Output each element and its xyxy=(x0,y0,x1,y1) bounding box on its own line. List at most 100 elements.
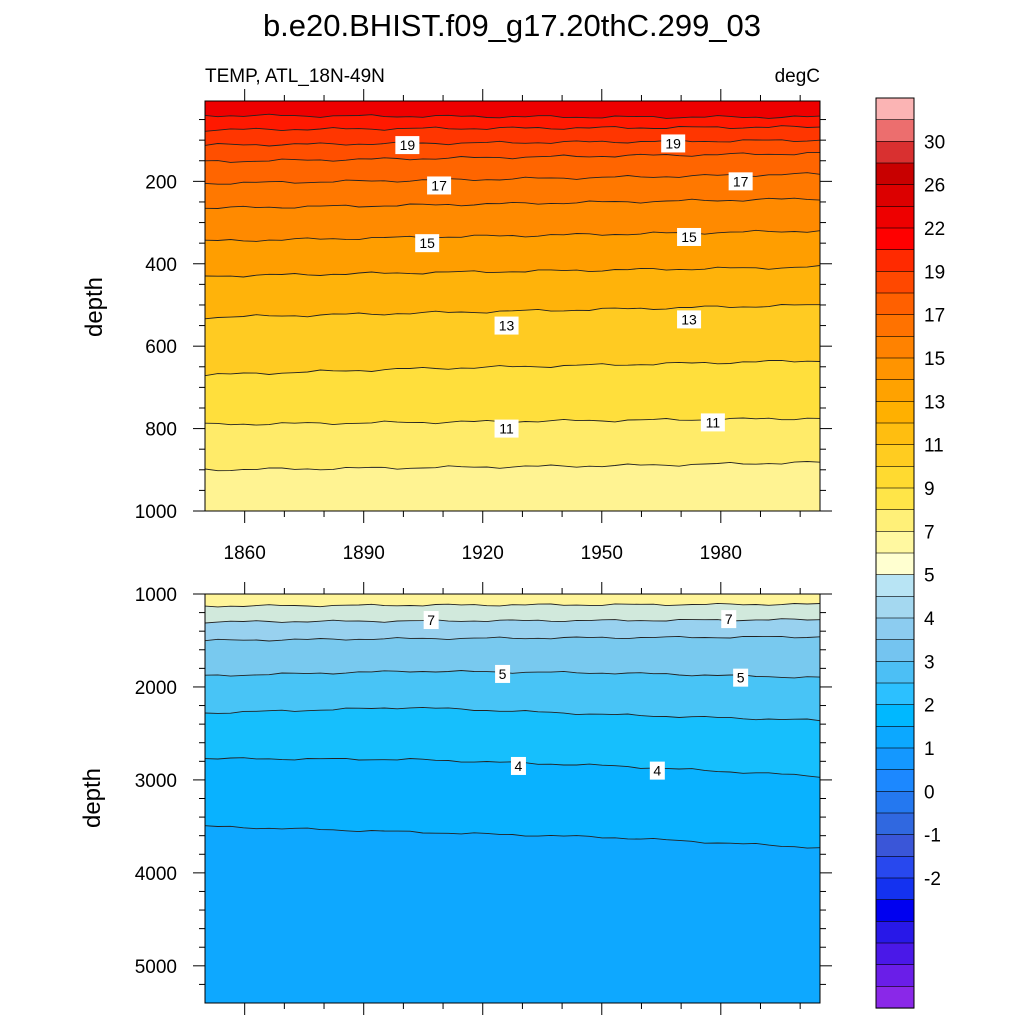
upper-contour-16 xyxy=(205,197,820,209)
colorbar-swatch xyxy=(875,509,915,532)
colorbar-swatch xyxy=(875,682,915,706)
lower-contour-4.5 xyxy=(205,706,820,722)
colorbar-tick-label: 5 xyxy=(924,566,935,587)
lower-contour-6 xyxy=(205,635,820,642)
upper-y-tick-label: 200 xyxy=(145,172,177,193)
lower-y-tick-label: 5000 xyxy=(135,957,177,978)
colorbar-swatch xyxy=(875,379,915,402)
x-tick-label: 1980 xyxy=(700,543,742,564)
colorbar-tick-label: 3 xyxy=(924,652,935,673)
lower-contour-label: 7 xyxy=(423,611,439,630)
colorbar-swatch xyxy=(875,552,915,576)
colorbar-swatch xyxy=(875,314,915,337)
upper-contour-label-text: 19 xyxy=(400,137,416,153)
upper-panel-title-left: TEMP, ATL_18N-49N xyxy=(205,66,385,87)
colorbar-swatch xyxy=(875,249,915,272)
lower-contour-label-text: 5 xyxy=(499,666,507,682)
lower-contour-label-text: 7 xyxy=(427,612,435,628)
colorbar-swatch xyxy=(875,986,915,1009)
upper-contour-13 xyxy=(205,304,820,320)
colorbar-swatch xyxy=(875,812,915,836)
upper-band-below-10 xyxy=(205,461,820,511)
upper-contour-label-text: 19 xyxy=(665,135,681,151)
lower-y-tick-label: 1000 xyxy=(135,585,177,606)
colorbar-swatch xyxy=(875,184,915,207)
upper-contour-label: 15 xyxy=(415,234,440,253)
colorbar-swatch xyxy=(875,921,915,944)
colorbar-swatch xyxy=(875,487,915,511)
colorbar-swatch xyxy=(875,531,915,554)
lower-contour-label: 5 xyxy=(733,668,749,687)
colorbar-tick-label: 15 xyxy=(924,349,945,370)
upper-plot-frame xyxy=(204,100,821,512)
lower-contour-7 xyxy=(205,618,820,624)
colorbar-swatch xyxy=(875,162,915,186)
lower-contour-label: 4 xyxy=(510,756,526,775)
colorbar-tick-label: 13 xyxy=(924,392,945,413)
upper-contour-18 xyxy=(205,152,820,163)
colorbar-swatch xyxy=(875,899,915,922)
upper-contour-label: 15 xyxy=(677,227,702,246)
colorbar-swatch xyxy=(875,639,915,662)
colorbar-swatch xyxy=(875,834,915,857)
upper-contour-label: 17 xyxy=(427,176,452,195)
lower-contour-label: 7 xyxy=(721,610,737,629)
upper-contour-label: 19 xyxy=(661,134,686,153)
colorbar-swatch xyxy=(875,271,915,294)
lower-contour-label: 5 xyxy=(495,664,511,683)
upper-contour-label-text: 17 xyxy=(431,177,447,193)
colorbar-tick-label: 0 xyxy=(924,782,935,803)
colorbar-swatch xyxy=(875,726,915,749)
colorbar-swatch xyxy=(875,206,915,229)
colorbar-swatch xyxy=(875,661,915,684)
colorbar-swatch xyxy=(875,141,915,164)
colorbar-tick-label: 26 xyxy=(924,176,945,197)
colorbar-tick-label: -2 xyxy=(924,869,941,890)
x-tick-label: 1860 xyxy=(224,543,266,564)
colorbar-swatch xyxy=(875,97,915,121)
colorbar-swatch xyxy=(875,574,915,597)
colorbar-swatch xyxy=(875,704,915,727)
colorbar-tick-label: 7 xyxy=(924,522,935,543)
lower-y-tick-label: 4000 xyxy=(135,864,177,885)
upper-contour-label-text: 11 xyxy=(499,421,514,437)
upper-contour-17 xyxy=(205,172,820,185)
upper-contour-label: 13 xyxy=(677,310,702,329)
lower-y-axis-label: depth xyxy=(79,768,106,828)
colorbar-tick-label: 30 xyxy=(924,132,945,153)
upper-contour-15 xyxy=(205,229,820,242)
lower-contour-label: 4 xyxy=(649,761,665,780)
upper-contour-14 xyxy=(205,265,820,278)
upper-panel: 19 19 17 17 15 15 13 13 11 11 1860 1890 1920 1950 1980… xyxy=(135,89,832,564)
upper-contour-19 xyxy=(205,139,820,147)
x-tick-label: 1890 xyxy=(343,543,385,564)
upper-y-tick-label: 800 xyxy=(145,420,177,441)
colorbar-swatch xyxy=(875,422,915,446)
upper-contour-label: 13 xyxy=(494,316,519,335)
colorbar-swatch xyxy=(875,292,915,316)
upper-contour-21 xyxy=(205,113,820,119)
colorbar-swatch xyxy=(875,336,915,359)
colorbar-swatch xyxy=(875,942,915,966)
colorbar-tick-label: 2 xyxy=(924,696,935,717)
colorbar: 30 26 22 19 17 15 13 11 9 7 5 4 3 2 1 0 -1 -2 xyxy=(875,97,945,1009)
colorbar-swatch xyxy=(875,227,915,251)
colorbar-swatch xyxy=(875,856,915,879)
lower-contour-label-text: 5 xyxy=(737,670,745,686)
upper-contour-label-text: 15 xyxy=(681,229,697,245)
colorbar-tick-label: -1 xyxy=(924,826,941,847)
colorbar-swatch xyxy=(875,357,915,381)
upper-contour-10 xyxy=(205,461,820,472)
lower-y-tick-label: 2000 xyxy=(135,678,177,699)
colorbar-frame xyxy=(875,97,915,1009)
figure-title: b.e20.BHIST.f09_g17.20thC.299_03 xyxy=(263,8,761,43)
upper-contour-label: 11 xyxy=(700,413,725,432)
x-tick-label: 1920 xyxy=(462,543,504,564)
upper-panel-units: degC xyxy=(775,66,820,87)
colorbar-swatch xyxy=(875,747,915,771)
colorbar-tick-label: 9 xyxy=(924,479,935,500)
upper-contour-label: 11 xyxy=(494,419,519,438)
lower-contour-label-text: 4 xyxy=(515,758,523,774)
